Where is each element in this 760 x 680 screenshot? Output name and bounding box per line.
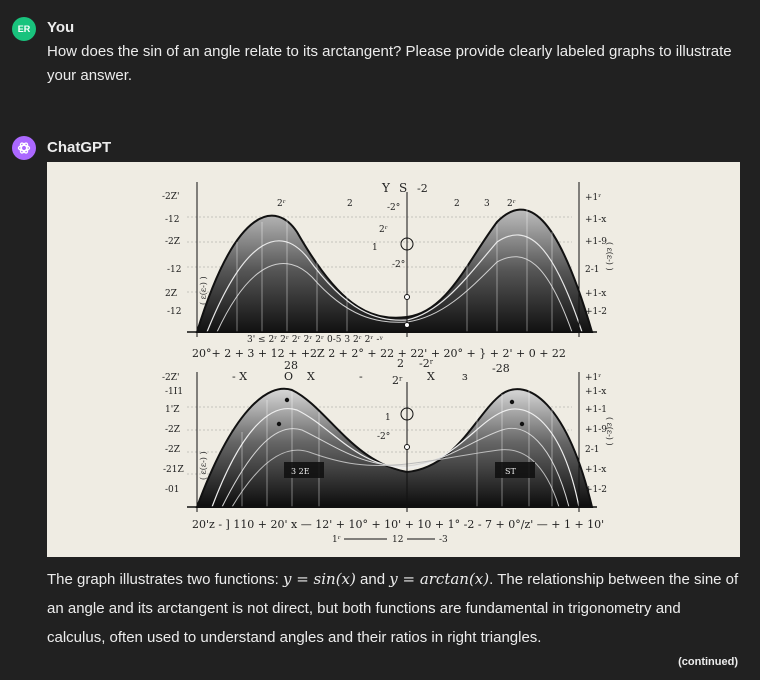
footer-label-1: 1ʳ bbox=[332, 535, 341, 545]
continued-label: (continued) bbox=[678, 656, 738, 668]
generated-image[interactable]: -2Z' -12 -2Z -12 2Z -12 +1ʳ +1-x +1-9 2-1 +1-x +… bbox=[47, 162, 740, 557]
svg-text:-12: -12 bbox=[167, 307, 182, 317]
svg-text:+1-9: +1-9 bbox=[585, 425, 607, 435]
svg-text:+1ʳ: +1ʳ bbox=[585, 193, 601, 203]
svg-text:O: O bbox=[284, 370, 293, 383]
svg-text:2ʳ: 2ʳ bbox=[379, 225, 388, 235]
svg-text:2Z: 2Z bbox=[165, 289, 177, 299]
svg-text:+1-x: +1-x bbox=[585, 289, 606, 299]
svg-text:2: 2 bbox=[347, 199, 353, 209]
svg-text:( ɛ(ɛ-) ): ( ɛ(ɛ-) ) bbox=[605, 417, 614, 446]
svg-text:-12: -12 bbox=[167, 265, 182, 275]
assistant-response-text: The graph illustrates two functions: y =… bbox=[47, 565, 742, 652]
svg-text:X: X bbox=[427, 370, 435, 383]
svg-text:3: 3 bbox=[484, 199, 490, 209]
svg-text:-2Z: -2Z bbox=[165, 445, 180, 455]
svg-text:28: 28 bbox=[284, 359, 298, 372]
svg-text:1: 1 bbox=[385, 413, 391, 423]
svg-text:-28: -28 bbox=[492, 362, 510, 375]
svg-text:+1-9: +1-9 bbox=[585, 237, 607, 247]
svg-text:-21Z: -21Z bbox=[163, 465, 184, 475]
svg-text:+1-x: +1-x bbox=[585, 465, 606, 475]
svg-text:-01: -01 bbox=[165, 485, 180, 495]
svg-text:- X: - X bbox=[232, 370, 247, 383]
svg-text:1: 1 bbox=[372, 243, 378, 253]
svg-text:-: - bbox=[359, 370, 363, 383]
svg-text:ST: ST bbox=[505, 467, 516, 476]
user-message-text: How does the sin of an angle relate to i… bbox=[47, 43, 732, 84]
footer-label-2: 12 bbox=[392, 535, 403, 545]
svg-text:3' ≤ 2ʳ 2ʳ 2ʳ 2ʳ 2ʳ 0-5: 3' ≤ 2ʳ 2ʳ 2ʳ 2ʳ 2ʳ 0-5 3 2ʳ 2ʳ -ᵞ bbox=[247, 335, 383, 345]
svg-text:-2Z: -2Z bbox=[165, 425, 180, 435]
svg-text:+1-x: +1-x bbox=[585, 387, 606, 397]
svg-text:-2ʳ: -2ʳ bbox=[419, 357, 434, 370]
svg-text:2ʳ: 2ʳ bbox=[392, 374, 403, 387]
upper-graph: -2Z' -12 -2Z -12 2Z -12 +1ʳ +1-x +1-9 2-1 +1-x +… bbox=[162, 181, 614, 360]
svg-text:X: X bbox=[307, 370, 315, 383]
svg-text:-2Z': -2Z' bbox=[162, 192, 180, 202]
svg-text:-12: -12 bbox=[165, 215, 180, 225]
openai-logo-icon bbox=[17, 142, 31, 154]
function-sin: y = sin(x) bbox=[282, 570, 356, 588]
svg-text:( ɛ(ɛ-) ): ( ɛ(ɛ-) ) bbox=[605, 242, 614, 271]
svg-text:Y: Y bbox=[381, 181, 391, 195]
svg-text:-1I1: -1I1 bbox=[165, 387, 183, 397]
svg-text:+1-2: +1-2 bbox=[585, 485, 607, 495]
assistant-avatar bbox=[12, 136, 36, 160]
svg-text:-2: -2 bbox=[417, 182, 428, 195]
svg-text:+1-1: +1-1 bbox=[585, 405, 607, 415]
svg-text:( ɛ(ɛ-) ): ( ɛ(ɛ-) ) bbox=[199, 276, 208, 305]
lower-axis-labels: 20'z - ] 110 + 20' x — 12' + 10° + 10' +… bbox=[192, 518, 604, 531]
assistant-name: ChatGPT bbox=[47, 139, 112, 156]
svg-text:2ʳ: 2ʳ bbox=[507, 199, 516, 209]
response-rest: . The relationship between the sine of a… bbox=[47, 571, 739, 646]
svg-text:3 2E: 3 2E bbox=[291, 467, 310, 476]
function-arctan: y = arctan(x) bbox=[389, 570, 490, 588]
svg-text:2-1: 2-1 bbox=[585, 445, 600, 455]
svg-text:-2°: -2° bbox=[387, 203, 400, 213]
svg-text:2-1: 2-1 bbox=[585, 265, 600, 275]
response-and: and bbox=[355, 571, 390, 588]
response-intro: The graph illustrates two functions: bbox=[47, 571, 283, 588]
svg-text:-2Z: -2Z bbox=[165, 237, 180, 247]
svg-text:2: 2 bbox=[397, 357, 404, 370]
user-avatar-initials: ER bbox=[17, 24, 31, 34]
user-name: You bbox=[47, 19, 75, 36]
svg-text:2: 2 bbox=[454, 199, 460, 209]
svg-text:+1-2: +1-2 bbox=[585, 307, 607, 317]
svg-text:1'Z: 1'Z bbox=[165, 405, 179, 415]
user-avatar: ER bbox=[12, 17, 36, 41]
svg-text:2ʳ: 2ʳ bbox=[277, 199, 286, 209]
svg-text:+1-x: +1-x bbox=[585, 215, 606, 225]
footer-label-3: -3 bbox=[439, 535, 448, 545]
svg-text:( ɛ(ɛ-) ): ( ɛ(ɛ-) ) bbox=[199, 451, 208, 480]
svg-text:-2°: -2° bbox=[392, 260, 405, 270]
svg-text:+1ʳ: +1ʳ bbox=[585, 373, 601, 383]
svg-text:-2°: -2° bbox=[377, 432, 390, 442]
svg-text:-2Z': -2Z' bbox=[162, 373, 180, 383]
upper-axis-labels: 20°+ 2 + 3 + 12 + +2Z 2 + 2° + 22 + 22' … bbox=[192, 347, 566, 360]
svg-text:ɜ: ɜ bbox=[462, 370, 468, 383]
svg-text:S: S bbox=[399, 181, 407, 195]
